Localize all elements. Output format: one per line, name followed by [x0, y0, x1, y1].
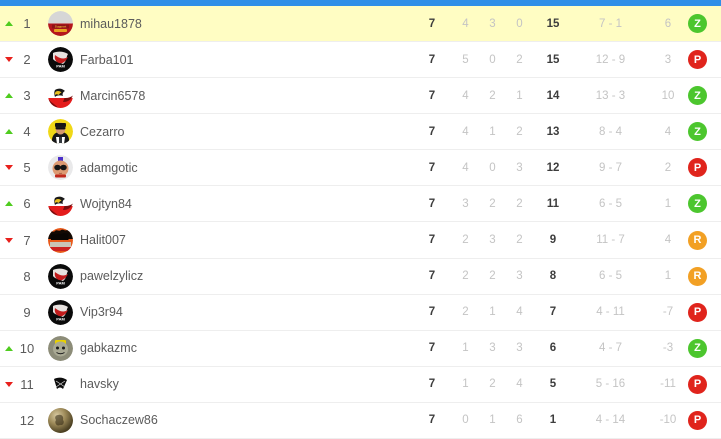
- svg-text:PAM: PAM: [56, 64, 65, 69]
- svg-text:PAM: PAM: [56, 280, 65, 285]
- svg-text:Support: Support: [55, 25, 67, 29]
- svg-text:PAM: PAM: [56, 316, 65, 321]
